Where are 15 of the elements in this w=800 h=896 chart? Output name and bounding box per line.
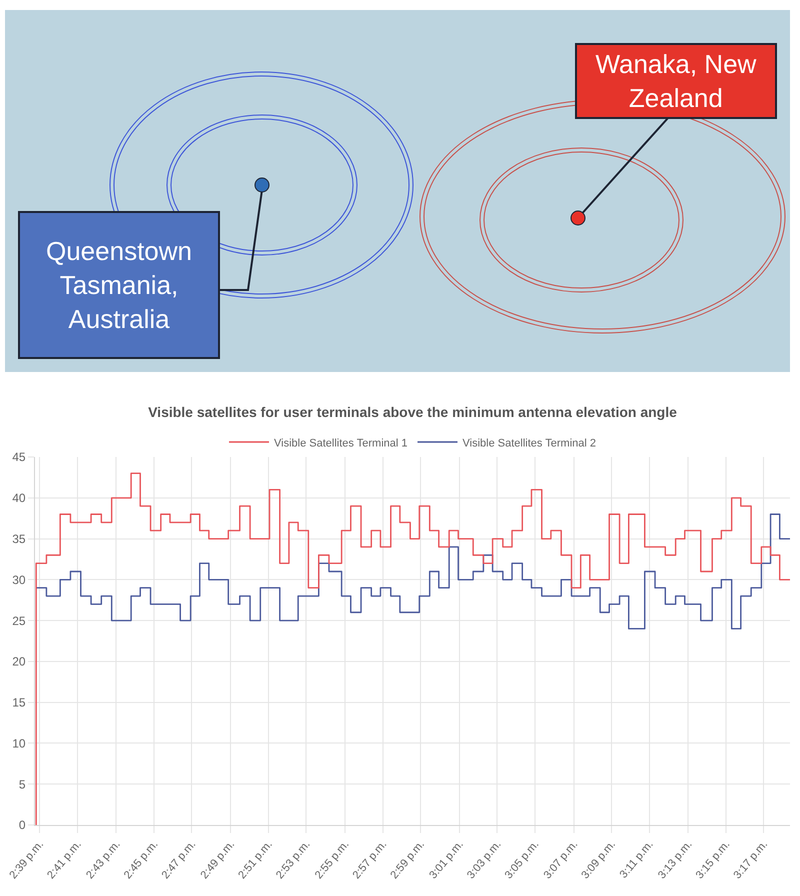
legend-label: Visible Satellites Terminal 2 bbox=[462, 437, 596, 450]
chart-title: Visible satellites for user terminals above the minimum antenna elevation angle bbox=[148, 404, 678, 420]
legend-label: Visible Satellites Terminal 1 bbox=[274, 437, 408, 450]
y-tick-label: 40 bbox=[12, 491, 26, 506]
y-tick-label: 30 bbox=[12, 572, 26, 587]
y-tick-label: 5 bbox=[18, 777, 26, 792]
y-tick-label: 25 bbox=[12, 614, 26, 628]
y-tick-label: 15 bbox=[12, 696, 26, 710]
y-tick-label: 0 bbox=[18, 818, 26, 832]
y-tick-label: 10 bbox=[12, 736, 26, 750]
x-tick-label: 3:01 p.m. bbox=[427, 838, 466, 882]
x-tick-label: 3:11 p.m. bbox=[618, 838, 656, 881]
y-tick-label: 35 bbox=[12, 532, 26, 546]
y-tick-label: 20 bbox=[12, 654, 26, 669]
y-tick-label: 45 bbox=[12, 450, 26, 464]
